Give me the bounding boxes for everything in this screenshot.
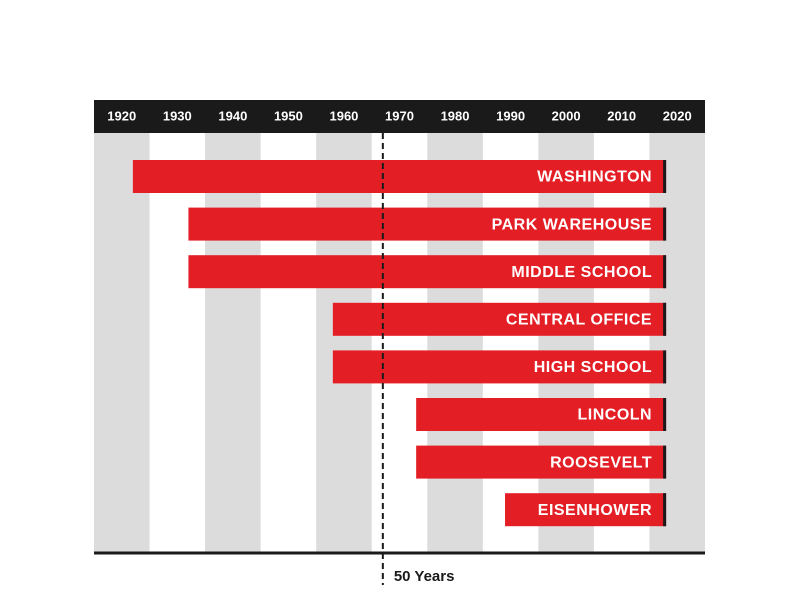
bar-end-cap <box>663 493 667 527</box>
x-tick-label: 2010 <box>607 108 636 123</box>
grid-band <box>427 133 483 553</box>
bar <box>132 160 667 193</box>
x-tick-label: 2020 <box>663 108 692 123</box>
x-tick-label: 1940 <box>218 108 247 123</box>
x-tick-label: 1920 <box>107 108 136 123</box>
bar <box>505 493 667 527</box>
marker-label: 50 Years <box>394 568 455 585</box>
x-tick-label: 1930 <box>163 108 192 123</box>
bar-end-cap <box>663 207 667 241</box>
x-tick-label: 1980 <box>441 108 470 123</box>
bar-label: MIDDLE SCHOOL <box>511 264 652 281</box>
bar-end-cap <box>663 350 667 384</box>
bar <box>188 255 667 289</box>
bands <box>94 133 705 553</box>
x-tick-label: 1970 <box>385 108 414 123</box>
bar-end-cap <box>663 398 667 431</box>
plot: WASHINGTON PARK WAREHOUSE MIDDLE SCHOOL CEN… <box>132 160 667 527</box>
bar <box>332 302 667 336</box>
bar-label: EISENHOWER <box>538 502 652 519</box>
bar <box>416 398 667 431</box>
grid-band <box>649 133 705 553</box>
x-tick-label: 1960 <box>329 108 358 123</box>
bar-label: LINCOLN <box>578 407 653 424</box>
x-tick-label: 2000 <box>552 108 581 123</box>
bar-end-cap <box>663 302 667 336</box>
x-tick-label: 1990 <box>496 108 525 123</box>
grid-band <box>205 133 261 553</box>
bar <box>188 207 667 241</box>
bar <box>332 350 667 384</box>
bar-label: PARK WAREHOUSE <box>492 216 653 233</box>
bar-end-cap <box>663 255 667 289</box>
bar-end-cap <box>663 160 667 193</box>
grid-band <box>94 133 150 553</box>
x-tick-label: 1950 <box>274 108 303 123</box>
bar <box>416 445 667 479</box>
bar-label: ROOSEVELT <box>550 454 652 471</box>
bar-label: CENTRAL OFFICE <box>506 312 652 329</box>
axis-header <box>94 100 705 133</box>
bar-label: HIGH SCHOOL <box>534 359 652 376</box>
bar-label: WASHINGTON <box>537 169 652 186</box>
grid-band <box>538 133 594 553</box>
bar-end-cap <box>663 445 667 479</box>
grid-band <box>316 133 372 553</box>
